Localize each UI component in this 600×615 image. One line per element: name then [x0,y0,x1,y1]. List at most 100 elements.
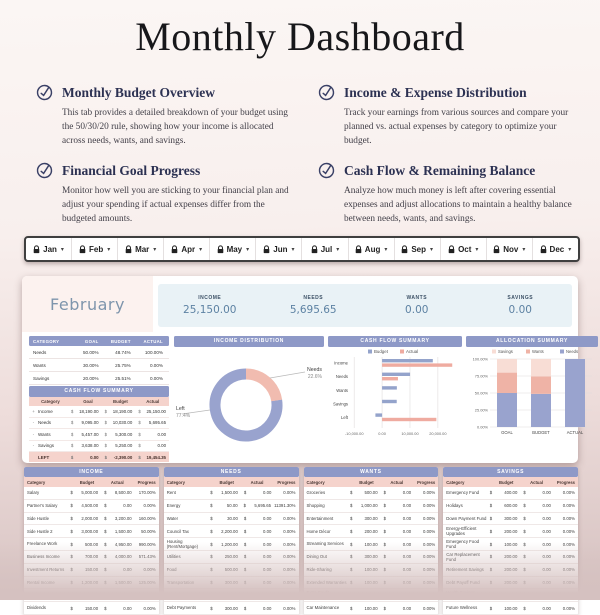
feature-income-expense-distribution: Income & Expense Distribution Track your… [318,84,580,149]
table-title: NEEDS [163,467,299,477]
currency-symbol: $ [523,554,526,560]
table-row: Streaming Services $100.00 $0.00 0.00% [303,538,439,551]
money-cell: $0.00 [520,593,554,598]
category-cell: Investment Returns [27,567,65,572]
amount: 0.00 [542,528,551,534]
amount: 18,190.00 [79,408,99,414]
month-tab-feb[interactable]: Feb ▾ [72,238,119,260]
amount: 0.00 [263,554,272,560]
month-tab-dec[interactable]: Dec ▾ [533,238,578,260]
month-tab-jul[interactable]: Jul ▾ [302,238,349,260]
lock-icon [402,244,408,253]
money-cell: $0.00 [381,606,415,611]
legend-label-savings: Savings [498,349,513,354]
donut-value-needs: 22.6% [308,374,323,380]
dropdown-caret-icon: ▾ [429,246,433,253]
progress-cell: 50.00% [141,528,156,534]
goal-budget-actual-table: CATEGORY GOAL BUDGET ACTUAL Needs 50.00% 48.74… [29,336,169,385]
currency-symbol: $ [243,490,247,496]
category-cell: Insurance [166,592,186,598]
currency-symbol: $ [70,554,73,560]
amount: 5,000.00 [81,490,99,496]
money-cell: $200.00 [487,580,521,585]
money-cell: $0.00 [520,606,554,611]
amount: 30.00 [227,515,238,521]
month-tab-jun[interactable]: Jun ▾ [256,238,303,260]
progress-cell: 0.00% [562,490,575,496]
bar-actual-left [382,417,437,422]
leader-line [181,409,211,415]
money-cell: $0.00 [381,567,415,572]
month-tab-oct[interactable]: Oct ▾ [441,238,487,260]
currency-symbol: $ [243,541,247,547]
feature-financial-goal-progress: Financial Goal Progress Monitor how well… [36,162,298,227]
legend-swatch-needs [560,349,564,354]
month-tab-aug[interactable]: Aug ▾ [349,238,395,260]
leader-line [269,371,306,379]
category-cell: Debt Payments [166,605,197,611]
category-cell: Side Hustle 2 [27,528,53,534]
currency-symbol: $ [70,528,73,534]
money-cell: $0.00 [241,516,275,521]
progress-cell: 0.00% [423,554,436,560]
y-tick-label: 50.00% [475,391,489,396]
month-tab-nov[interactable]: Nov ▾ [487,238,533,260]
currency-symbol: $ [350,567,353,573]
money-cell: $4,000.00 [101,554,135,559]
amount: 3,000.00 [81,528,99,534]
section-title: ALLOCATION SUMMARY [466,336,598,347]
amount: -2,390.00 [113,454,133,460]
header-cell: Actual [250,479,264,485]
money-cell: $5,250.00 [102,443,136,448]
money-cell: $0.00 [520,542,554,547]
currency-symbol: $ [383,592,386,598]
amount: 0.00 [123,567,132,573]
money-cell: $10,030.00 [102,420,136,425]
currency-symbol: $ [523,579,526,585]
month-tab-apr[interactable]: Apr ▾ [164,238,211,260]
amount: 0.00 [402,579,412,585]
category-cell: Freelance Work [27,541,58,547]
amount: 4,000.00 [114,554,132,560]
progress-cell: 0.00% [562,515,575,521]
amount: 500.00 [224,567,238,573]
currency-symbol: $ [489,605,493,611]
header-cell: ACTUAL [143,338,163,344]
lock-icon [172,244,178,253]
currency-symbol: $ [243,554,247,560]
currency-symbol: $ [104,567,107,573]
money-cell: $2,200.00 [207,529,241,534]
table-row: - Wants $5,457.00 $5,300.00 $0.00 [29,429,169,441]
category-cell: Utilities [166,554,181,560]
table-row: Entertainment $300.00 $0.00 0.00% [303,513,439,526]
amount: 100.00 [504,605,518,611]
table-row: Home Décor $200.00 $0.00 0.00% [303,525,439,539]
month-tab-may[interactable]: May ▾ [210,238,257,260]
money-cell: $300.00 [207,580,241,585]
amount: 200.00 [504,579,518,585]
currency-symbol: $ [489,528,493,534]
money-cell: $1,200.00 [207,542,241,547]
feature-description: Track your earnings from various sources… [344,108,569,146]
month-tab-label: Sep [411,244,426,254]
dropdown-caret-icon: ▾ [475,246,479,253]
x-category-label: GOAL [501,430,513,435]
month-tab-sep[interactable]: Sep ▾ [395,238,441,260]
feature-monthly-budget-overview: Monthly Budget Overview This tab provide… [36,84,298,149]
month-tab-jan[interactable]: Jan ▾ [26,238,73,260]
money-cell: $0.00 [520,529,554,534]
stack-needs-budget [531,393,551,427]
dropdown-caret-icon: ▾ [60,246,64,253]
stack-savings-goal [497,359,517,373]
table-row: Future Wellness $100.00 $0.00 0.00% [443,602,578,615]
table-row: Food $500.00 $0.00 0.00% [163,564,299,577]
month-tab-mar[interactable]: Mar ▾ [118,238,165,260]
currency-symbol: $ [104,420,108,426]
progress-cell: 0.00% [283,541,296,547]
cell: 48.74% [115,349,131,355]
money-cell: $0.00 [520,580,554,585]
amount: 0.00 [402,592,412,598]
currency-symbol: $ [210,503,213,509]
bar-actual-income [382,363,453,367]
category-cell: Passive Income [27,592,58,598]
